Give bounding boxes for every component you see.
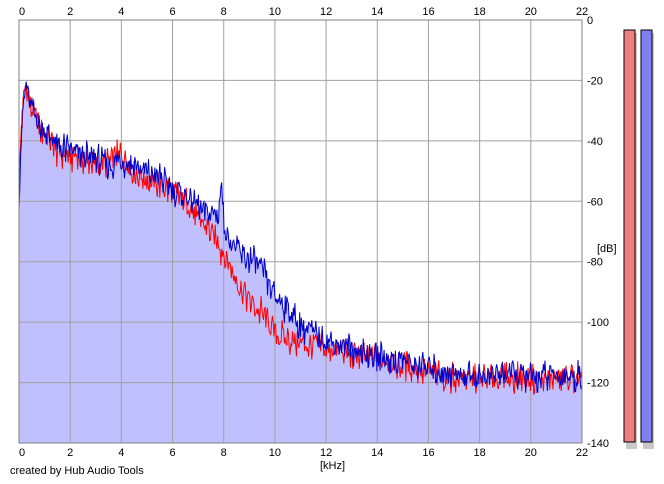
level-meters [623,29,654,449]
y-tick-label: -100 [587,317,609,329]
series-red-line [18,84,583,395]
plot-frame [18,19,583,444]
y-tick-label: -140 [587,438,609,450]
x-tick-label: 10 [269,447,281,459]
x-tick-label: 14 [371,6,383,18]
x-tick-label: 8 [221,6,227,18]
credit-text: created by Hub Audio Tools [10,465,144,477]
x-tick-label: 4 [118,447,124,459]
x-tick-label: 22 [576,6,588,18]
x-tick-label: 6 [169,6,175,18]
x-tick-labels-top: 0 2 4 6 8 10 12 14 16 18 20 22 [19,6,588,18]
x-tick-label: 10 [269,6,281,18]
x-tick-label: 0 [19,6,25,18]
x-tick-label: 18 [474,447,486,459]
y-tick-label: -60 [587,196,603,208]
x-tick-label: 2 [67,447,73,459]
x-tick-label: 2 [67,6,73,18]
y-tick-labels: 0 -20 -40 -60 -80 -100 -120 -140 [587,15,609,450]
y-tick-label: -80 [587,257,603,269]
x-tick-label: 18 [474,6,486,18]
x-tick-label: 20 [525,6,537,18]
series-blue-line [18,81,583,393]
y-axis-label: [dB] [597,243,617,255]
x-tick-label: 16 [422,6,434,18]
y-tick-label: -20 [587,75,603,87]
x-tick-label: 16 [422,447,434,459]
x-tick-label: 14 [371,447,383,459]
x-axis-label: [kHz] [320,460,345,472]
x-tick-label: 20 [525,447,537,459]
x-tick-labels-bottom: 0 2 4 6 8 10 12 14 16 18 20 22 [19,447,588,459]
x-tick-label: 12 [320,6,332,18]
x-tick-label: 22 [576,447,588,459]
y-tick-label: -120 [587,378,609,390]
level-meter-bar [623,29,636,443]
level-meter-bar [640,29,653,443]
y-tick-label: -40 [587,136,603,148]
y-tick-label: 0 [587,15,593,27]
x-tick-label: 0 [19,447,25,459]
x-tick-label: 8 [221,447,227,459]
x-tick-label: 6 [169,447,175,459]
x-tick-label: 4 [118,6,124,18]
x-tick-label: 12 [320,447,332,459]
